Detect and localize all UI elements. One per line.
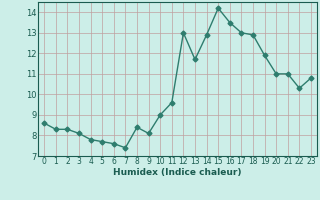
X-axis label: Humidex (Indice chaleur): Humidex (Indice chaleur) [113,168,242,177]
